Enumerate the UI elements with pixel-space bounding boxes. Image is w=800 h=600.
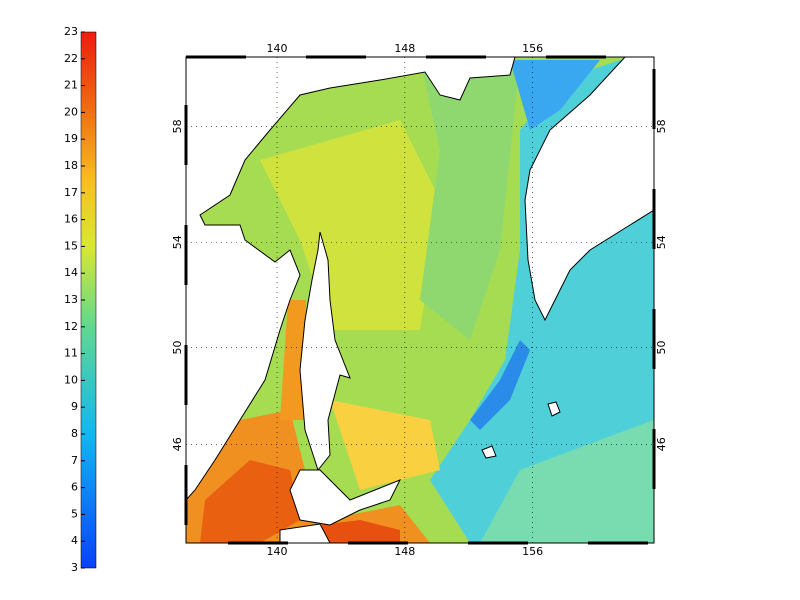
colorbar-label: 15 (64, 239, 78, 252)
map-frame (185, 56, 655, 544)
lat-label-left: 58 (171, 119, 184, 133)
lon-label-top: 140 (267, 42, 288, 55)
colorbar-label: 19 (64, 132, 78, 145)
lat-label-right: 58 (655, 119, 668, 133)
lon-label-top: 148 (394, 42, 415, 55)
colorbar-label: 6 (71, 481, 78, 494)
lon-label-bottom: 140 (267, 545, 288, 558)
colorbar-label: 12 (64, 320, 78, 333)
lat-label-left: 54 (171, 235, 184, 249)
colorbar-label: 14 (64, 266, 78, 279)
colorbar-label: 18 (64, 159, 78, 172)
colorbar-label: 23 (64, 25, 78, 38)
colorbar-label: 21 (64, 79, 78, 92)
lat-label-right: 50 (655, 340, 668, 354)
colorbar-label: 11 (64, 347, 78, 360)
lat-label-left: 46 (171, 437, 184, 451)
colorbar-label: 17 (64, 186, 78, 199)
lon-label-top: 156 (522, 42, 543, 55)
colorbar-label: 7 (71, 454, 78, 467)
colorbar-label: 9 (71, 400, 78, 413)
colorbar-label: 8 (71, 427, 78, 440)
colorbar-label: 3 (71, 561, 78, 574)
colorbar-label: 22 (64, 52, 78, 65)
lon-label-bottom: 156 (522, 545, 543, 558)
lon-label-bottom: 148 (394, 545, 415, 558)
lat-label-left: 50 (171, 340, 184, 354)
lat-label-right: 46 (655, 437, 668, 451)
colorbar-label: 4 (71, 534, 78, 547)
colorbar-label: 10 (64, 373, 78, 386)
grid (186, 57, 654, 543)
sst-field (186, 57, 654, 543)
colorbar-label: 20 (64, 105, 78, 118)
colorbar-label: 5 (71, 507, 78, 520)
lat-label-right: 54 (655, 235, 668, 249)
colorbar-label: 16 (64, 213, 78, 226)
colorbar-label: 13 (64, 293, 78, 306)
